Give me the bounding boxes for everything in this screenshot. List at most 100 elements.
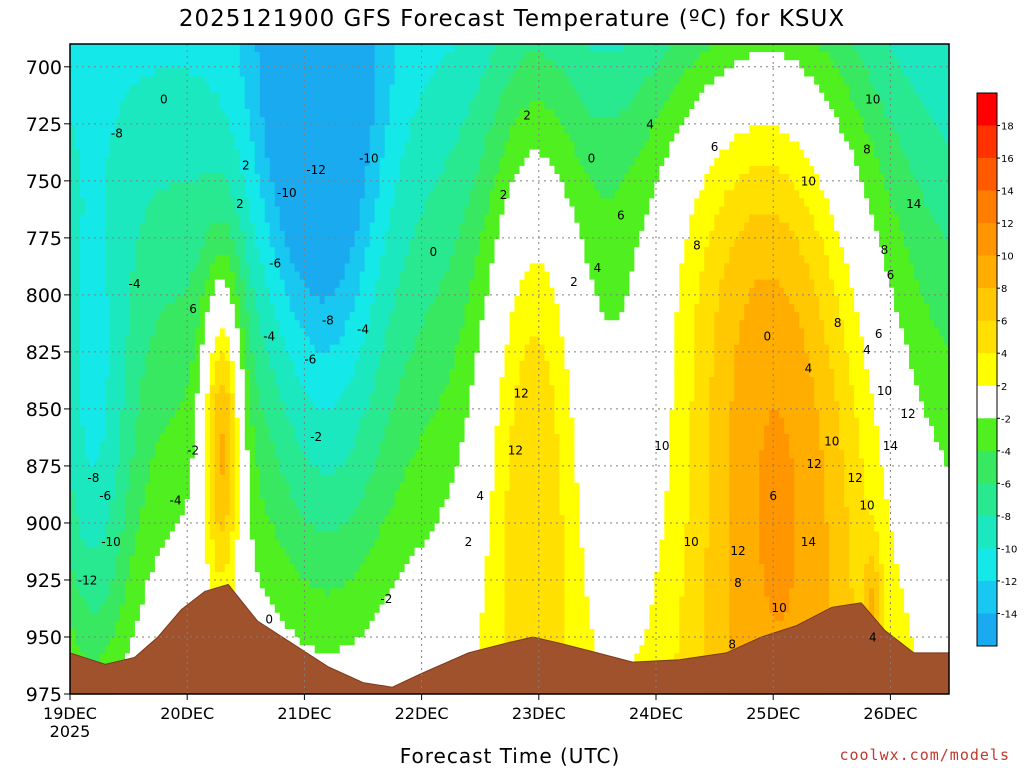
field-cell (694, 174, 700, 183)
field-cell (609, 44, 615, 53)
field-cell (134, 60, 141, 69)
field-cell (724, 125, 730, 134)
field-cell (739, 198, 745, 208)
field-cell (389, 68, 396, 78)
field-cell (874, 222, 880, 232)
field-cell (579, 239, 586, 248)
field-cell (299, 60, 306, 69)
field-cell (569, 182, 576, 191)
field-cell (654, 198, 660, 208)
field-cell (429, 44, 436, 53)
field-cell (529, 263, 536, 273)
field-cell (774, 174, 780, 183)
field-cell (579, 100, 586, 110)
field-cell (164, 198, 171, 208)
field-cell (204, 60, 211, 69)
field-cell (609, 92, 615, 102)
field-cell (74, 84, 81, 94)
field-cell (584, 247, 590, 256)
field-cell (109, 60, 116, 69)
field-cell (184, 247, 191, 256)
field-cell (624, 222, 630, 232)
field-cell (434, 44, 441, 53)
field-cell (464, 109, 471, 118)
field-cell (119, 165, 126, 175)
field-cell (444, 182, 451, 191)
field-cell (794, 141, 800, 151)
field-cell (384, 230, 391, 240)
field-cell (884, 230, 890, 240)
field-cell (444, 141, 451, 151)
field-cell (554, 247, 561, 256)
field-cell (859, 165, 865, 175)
field-cell (459, 165, 466, 175)
field-cell (259, 190, 266, 199)
field-cell (79, 271, 86, 281)
field-cell (844, 174, 850, 183)
field-cell (244, 76, 251, 86)
field-cell (939, 92, 945, 102)
field-cell (154, 125, 161, 134)
field-cell (564, 255, 571, 264)
field-cell (824, 149, 830, 159)
field-cell (604, 255, 610, 264)
field-cell (569, 84, 576, 94)
field-cell (529, 157, 536, 167)
field-cell (719, 165, 725, 175)
field-cell (759, 52, 765, 61)
field-cell (349, 117, 356, 126)
field-cell (674, 133, 680, 143)
field-cell (799, 133, 805, 143)
field-cell (829, 174, 835, 183)
field-cell (454, 100, 461, 110)
field-cell (839, 165, 845, 175)
field-cell (70, 60, 76, 69)
field-cell (689, 157, 695, 167)
field-cell (599, 263, 605, 273)
field-cell (834, 206, 840, 216)
field-cell (304, 214, 311, 224)
field-cell (104, 190, 111, 199)
field-cell (539, 149, 546, 159)
field-cell (89, 117, 96, 126)
field-cell (264, 206, 271, 216)
field-cell (709, 206, 715, 216)
field-cell (119, 125, 126, 134)
field-cell (679, 100, 685, 110)
field-cell (344, 263, 351, 273)
field-cell (454, 190, 461, 199)
field-cell (89, 271, 96, 281)
field-cell (849, 109, 855, 118)
field-cell (119, 109, 126, 118)
field-cell (184, 182, 191, 191)
field-cell (219, 92, 226, 102)
field-cell (559, 230, 566, 240)
field-cell (559, 165, 566, 175)
field-cell (834, 255, 840, 264)
field-cell (209, 100, 216, 110)
field-cell (119, 230, 126, 240)
field-cell (289, 182, 296, 191)
field-cell (519, 117, 526, 126)
field-cell (329, 149, 336, 159)
field-cell (449, 44, 456, 53)
field-cell (684, 141, 690, 151)
field-cell (449, 125, 456, 134)
field-cell (209, 157, 216, 167)
field-cell (324, 100, 331, 110)
field-cell (654, 92, 660, 102)
field-cell (839, 174, 845, 183)
field-cell (129, 109, 136, 118)
field-cell (349, 133, 356, 143)
field-cell (909, 247, 915, 256)
field-cell (759, 263, 765, 273)
field-cell (744, 100, 750, 110)
field-cell (279, 239, 286, 248)
field-cell (779, 174, 785, 183)
field-cell (439, 263, 446, 273)
field-cell (469, 125, 476, 134)
field-cell (409, 100, 416, 110)
field-cell (534, 109, 541, 118)
field-cell (309, 141, 316, 151)
field-cell (234, 149, 241, 159)
